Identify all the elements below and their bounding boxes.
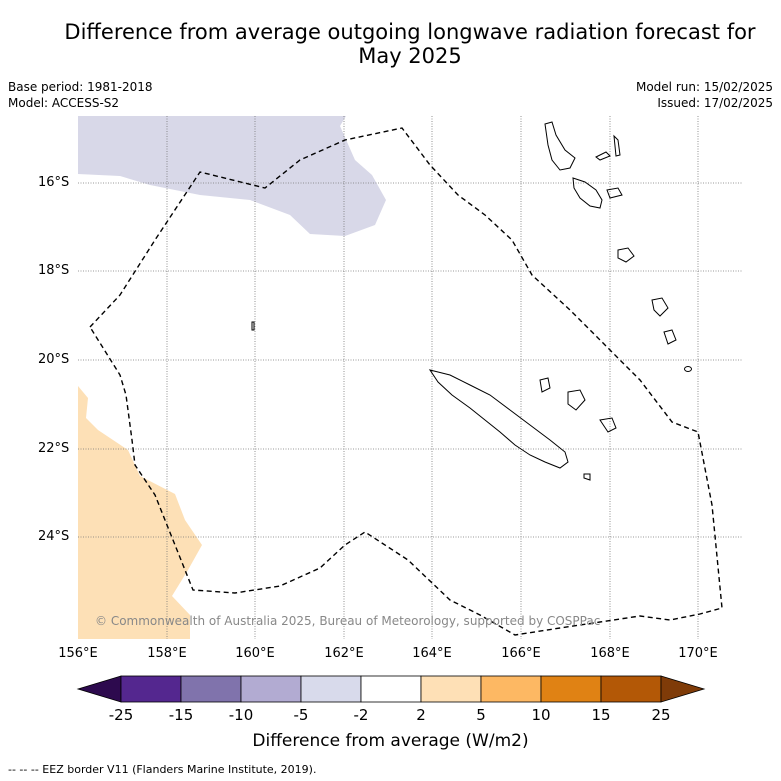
colorbar [76,675,706,703]
colorbar-tick-label: -15 [168,706,194,724]
base-period: Base period: 1981-2018 [8,80,153,94]
colorbar-tick-label: 10 [531,706,551,724]
island-coastline-4 [583,473,591,481]
vanuatu-coastline-2 [572,177,603,209]
vanuatu-coastline-3 [595,151,611,161]
issued-date: Issued: 17/02/2025 [657,96,773,110]
colorbar-tick-label: 2 [416,706,426,724]
lat-label: 18°S [38,263,70,278]
colorbar-tick-label: 5 [476,706,486,724]
colorbar-tick-label: -2 [353,706,369,724]
lat-label: 24°S [38,529,70,544]
colorbar-tick-label: -5 [293,706,309,724]
colorbar-segment [180,675,242,703]
vanuatu-coastline-4 [613,134,621,157]
colorbar-tick-label: -10 [228,706,254,724]
copyright-notice: © Commonwealth of Australia 2025, Bureau… [95,614,601,628]
colorbar-segment [360,675,422,703]
colorbar-high-extension [660,675,706,703]
lon-label: 170°E [678,646,718,661]
lon-label: 164°E [412,646,452,661]
island-coastline-2 [663,329,677,345]
title-line-1: Difference from average outgoing longwav… [64,20,756,44]
lat-label: 20°S [38,352,70,367]
lon-label: 160°E [235,646,275,661]
map-title: Difference from average outgoing longwav… [40,20,780,68]
island-coastline-3 [684,366,692,372]
colorbar-segment [240,675,302,703]
eez-legend-note: -- -- -- EEZ border V11 (Flanders Marine… [8,763,317,776]
vanuatu-coastline-1 [544,121,576,171]
island-coastline-1 [651,297,669,317]
lon-label: 156°E [58,646,98,661]
coastlines [251,121,692,481]
lon-label: 158°E [147,646,187,661]
vanuatu-coastline-6 [617,247,635,263]
colorbar-tick-label: 25 [651,706,671,724]
colorbar-tick-label: 15 [591,706,611,724]
gridlines [78,116,743,639]
meta-right: Model run: 15/02/2025 Issued: 17/02/2025 [636,79,773,111]
lon-label: 162°E [324,646,364,661]
chesterfield-islands-coastline [251,321,255,331]
eez-border [89,127,723,636]
new-caledonia-coastline [428,369,569,469]
colorbar-title: Difference from average (W/m2) [252,731,529,751]
loyalty-islands-coastline-2 [567,389,586,411]
colorbar-segment [300,675,362,703]
colorbar-segment [120,675,182,703]
meta-left: Base period: 1981-2018 Model: ACCESS-S2 [8,79,153,111]
colorbar-segment [540,675,602,703]
lon-label: 166°E [501,646,541,661]
model-name: Model: ACCESS-S2 [8,96,120,110]
lon-label: 168°E [590,646,630,661]
loyalty-islands-coastline-3 [599,417,617,433]
colorbar-segment [420,675,482,703]
colorbar-segment [480,675,542,703]
colorbar-tick-label: -25 [108,706,134,724]
lat-label: 22°S [38,441,70,456]
title-line-2: May 2025 [358,44,462,68]
vanuatu-coastline-5 [606,187,623,199]
anomaly-region-negative [78,116,386,236]
colorbar-low-extension [76,675,122,703]
model-run: Model run: 15/02/2025 [635,80,773,94]
colorbar-segment [600,675,662,703]
lat-label: 16°S [38,175,70,190]
loyalty-islands-coastline-1 [539,377,551,393]
